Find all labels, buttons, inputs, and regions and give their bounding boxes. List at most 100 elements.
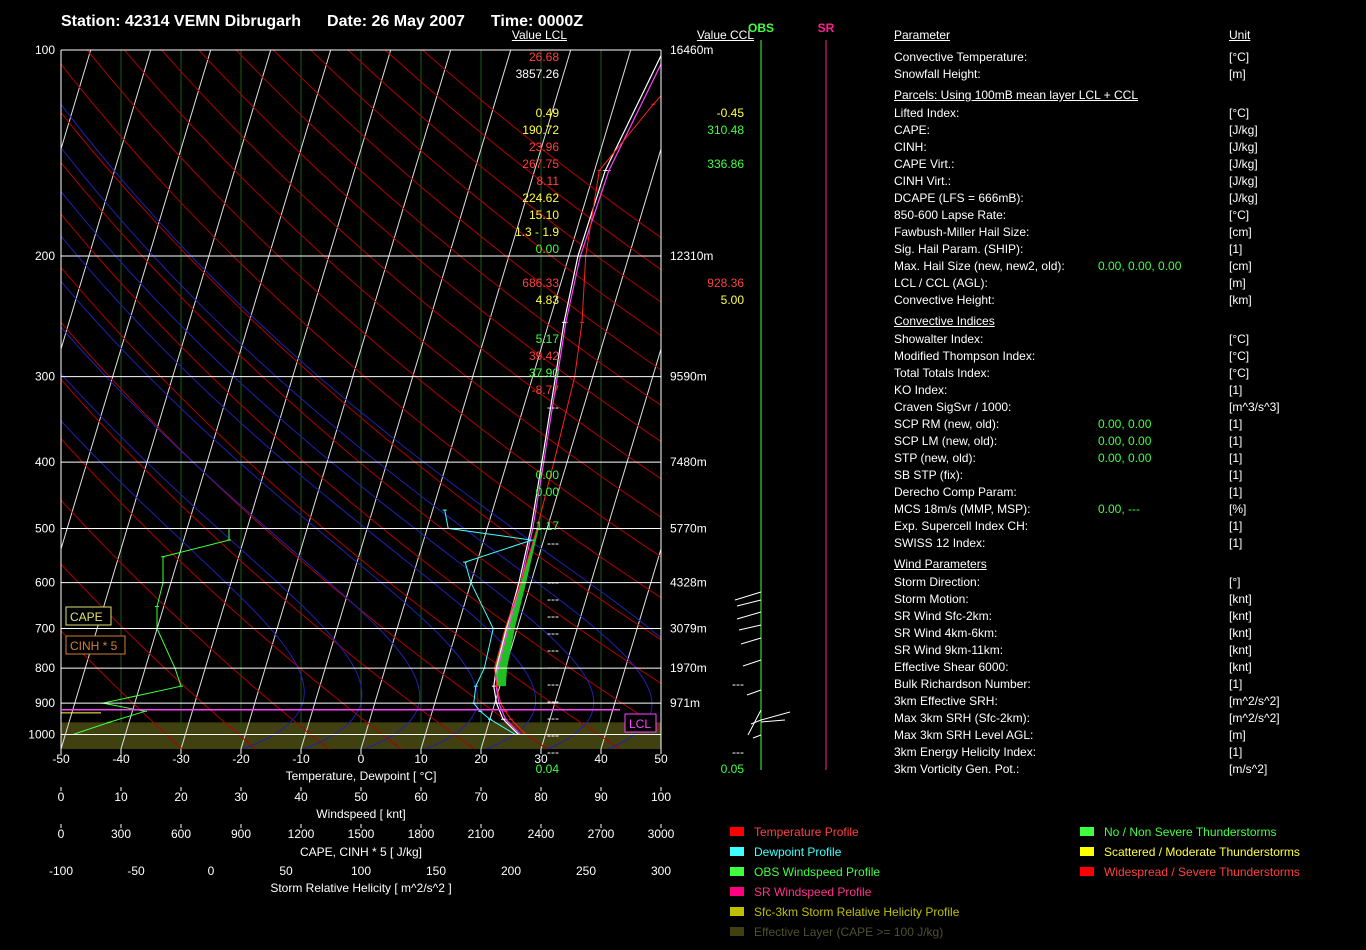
isotherm-line	[0, 50, 31, 749]
param-unit: [°]	[1229, 575, 1241, 589]
temp-tick: 0	[358, 752, 365, 766]
cape-tick: 2100	[468, 827, 495, 841]
cape-tick: 1500	[348, 827, 375, 841]
temp-tick: 50	[654, 752, 668, 766]
isotherm-line	[360, 50, 572, 749]
isotherm-line	[61, 50, 212, 551]
param-label: Derecho Comp Param:	[894, 485, 1017, 499]
dry-adiabat	[61, 630, 183, 749]
param-label: 850-600 Lapse Rate:	[894, 208, 1007, 222]
param-label: CAPE Virt.:	[894, 157, 955, 171]
dewpoint-line	[444, 509, 532, 735]
pressure-label: 900	[35, 696, 55, 710]
srh-tick: 50	[279, 864, 293, 878]
param-label: Effective Shear 6000:	[894, 660, 1009, 674]
param-value-lcl: 0.04	[535, 762, 559, 776]
param-label: Max 3km SRH Level AGL:	[894, 728, 1034, 742]
param-unit: [°C]	[1229, 366, 1250, 380]
moist-adiabat	[61, 420, 305, 749]
param-label: Convective Height:	[894, 293, 995, 307]
param-header-ccl: Value CCL	[696, 28, 754, 42]
param-value-ccl: -0.45	[716, 106, 744, 120]
legend-label: Temperature Profile	[754, 825, 859, 839]
height-label: 971m	[670, 696, 700, 710]
param-unit: [knt]	[1229, 592, 1252, 606]
param-value-lcl: 3857.26	[515, 67, 559, 81]
temp-tick: -50	[52, 752, 70, 766]
wind-tick: 90	[594, 790, 608, 804]
wind-barb	[734, 591, 762, 601]
temp-tick: -20	[232, 752, 250, 766]
dry-adiabat	[198, 50, 661, 443]
temp-tick: -40	[112, 752, 130, 766]
wind-barb	[736, 611, 762, 620]
param-unit: [J/kg]	[1229, 123, 1258, 137]
legend-swatch	[730, 867, 744, 876]
date-label: Date: 26 May 2007	[327, 13, 465, 30]
legend-label: No / Non Severe Thunderstorms	[1104, 825, 1277, 839]
isotherm-line	[420, 50, 632, 749]
wind-barb	[750, 719, 762, 725]
param-value-lcl: 1.17	[535, 519, 559, 533]
cape-tick: 0	[58, 827, 65, 841]
param-value-ccl: 5.00	[720, 293, 744, 307]
param-unit: [1]	[1229, 677, 1243, 691]
pressure-label: 800	[35, 661, 55, 675]
param-value-lcl: ---	[547, 660, 559, 674]
dry-adiabat	[161, 50, 661, 480]
param-unit: [1]	[1229, 485, 1243, 499]
dry-adiabat	[61, 161, 661, 684]
param-unit: [km]	[1229, 293, 1252, 307]
isotherm-line	[600, 547, 661, 749]
param-label: SWISS 12 Index:	[894, 536, 986, 550]
wind-tick: 60	[414, 790, 428, 804]
param-unit: [1]	[1229, 383, 1243, 397]
param-value-lcl: 686.33	[522, 276, 559, 290]
isotherm-line	[300, 50, 512, 749]
cape-tick: 2400	[528, 827, 555, 841]
param-label: Lifted Index:	[894, 106, 960, 120]
pressure-label: 100	[35, 43, 55, 57]
param-value-lcl: 190.72	[522, 123, 559, 137]
legend-label: Dewpoint Profile	[754, 845, 842, 859]
param-value-lcl: 39.42	[528, 349, 559, 363]
param-label: Storm Direction:	[894, 575, 981, 589]
cape-axis-label: CAPE, CINH * 5 [ J/kg]	[300, 845, 422, 859]
wind-barb	[742, 659, 762, 667]
legend-label: Effective Layer (CAPE >= 100 J/kg)	[754, 925, 944, 939]
param-label: Convective Indices	[894, 314, 995, 328]
lcl-label: LCL	[629, 717, 651, 731]
srh-tick: 300	[651, 864, 671, 878]
dry-adiabat	[61, 499, 329, 749]
legend-swatch	[730, 887, 744, 896]
legend-label: Widespread / Severe Thunderstorms	[1104, 865, 1300, 879]
param-unit: [knt]	[1229, 660, 1252, 674]
param-value-lcl: ---	[547, 728, 559, 742]
param-unit: [m^2/s^2]	[1229, 694, 1280, 708]
param-label: MCS 18m/s (MMP, MSP):	[894, 502, 1031, 516]
cape-tick: 300	[111, 827, 131, 841]
time-label: Time: 0000Z	[490, 13, 584, 30]
temp-tick: -30	[172, 752, 190, 766]
dry-adiabat	[61, 266, 621, 749]
param-label: Fawbush-Miller Hail Size:	[894, 225, 1030, 239]
param-unit: [J/kg]	[1229, 191, 1258, 205]
param-unit: [J/kg]	[1229, 174, 1258, 188]
cape-tick: 1200	[288, 827, 315, 841]
param-label: Storm Motion:	[894, 592, 969, 606]
wind-axis-label: Windspeed [ knt]	[316, 807, 405, 821]
isotherm-line	[180, 50, 392, 749]
param-unit: [1]	[1229, 242, 1243, 256]
srh-axis-label: Storm Relative Helicity [ m^2/s^2 ]	[270, 881, 451, 895]
param-label: SR Wind 9km-11km:	[894, 643, 1004, 657]
param-value-lcl: 23.96	[528, 140, 559, 154]
dry-adiabat	[61, 111, 661, 641]
cape-box	[65, 606, 112, 626]
cape-area	[494, 528, 539, 687]
isotherm-line	[480, 147, 661, 749]
param-unit: [%]	[1229, 502, 1247, 516]
sr-column-label: SR	[818, 21, 835, 35]
pressure-label: 400	[35, 455, 55, 469]
param-label: CINH:	[894, 140, 927, 154]
param-label: Max 3km SRH (Sfc-2km):	[894, 711, 1031, 725]
